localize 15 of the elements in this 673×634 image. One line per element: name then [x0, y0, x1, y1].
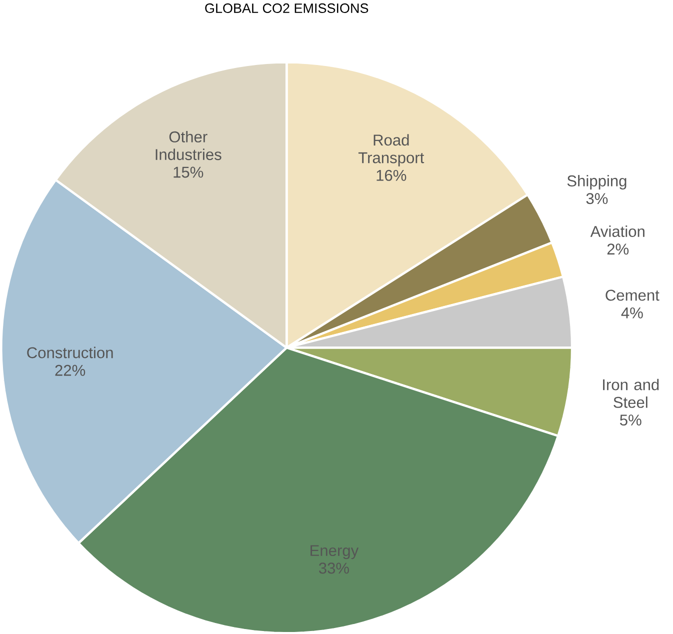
slice-label: Iron and Steel: [603, 378, 659, 408]
data-label: 2%: [607, 243, 629, 254]
slice-label: Road Transport: [358, 134, 424, 166]
data-label: 3%: [586, 192, 608, 204]
slice-label: Aviation: [590, 225, 644, 237]
data-label: 5%: [620, 414, 642, 426]
data-label: 22%: [55, 364, 86, 376]
slice-label: Other Industries: [156, 130, 222, 160]
slice-label: Shipping: [567, 174, 626, 190]
data-label: 4%: [621, 307, 643, 318]
data-label: 16%: [376, 170, 406, 181]
slice-label: Construction: [27, 346, 113, 358]
slice-label: Cement: [606, 290, 660, 301]
chart-title: GLOBAL CO2 EMISSIONS: [205, 3, 368, 13]
data-label: 15%: [174, 166, 204, 178]
